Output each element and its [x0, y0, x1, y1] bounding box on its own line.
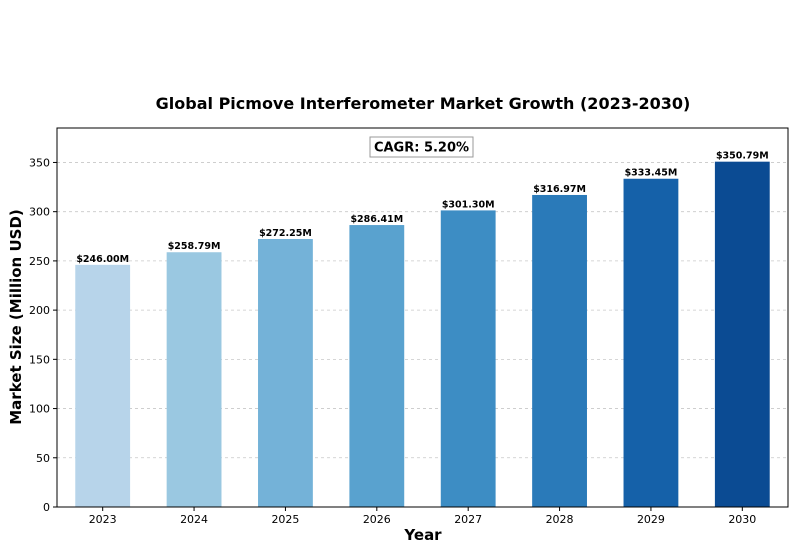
plot-area-frame [56, 127, 789, 508]
x-tick-label-2023: 2023 [89, 513, 117, 526]
y-tick-label: 200 [29, 304, 50, 317]
x-tick-label-2027: 2027 [454, 513, 482, 526]
y-tick-label: 250 [29, 255, 50, 268]
data-label-2023: $246.00M [76, 254, 129, 265]
y-tick-label: 0 [43, 501, 50, 514]
x-tick-label-2029: 2029 [637, 513, 665, 526]
bars [75, 161, 770, 508]
y-axis-label: Market Size (Million USD) [7, 209, 25, 425]
data-label-2024: $258.79M [168, 241, 221, 252]
bar-2023 [75, 264, 131, 507]
bar-2030 [714, 161, 770, 507]
bar-2024 [166, 252, 222, 507]
bar-2029 [623, 178, 679, 507]
x-axis-label: Year [403, 526, 442, 544]
y-tick-label: 100 [29, 403, 50, 416]
chart-title: Global Picmove Interferometer Market Gro… [156, 94, 691, 113]
x-tick-label-2030: 2030 [728, 513, 756, 526]
data-label-2027: $301.30M [442, 199, 495, 210]
x-tick-label-2026: 2026 [363, 513, 391, 526]
x-axis-ticks: 2023 2024 2025 2026 2027 2028 2029 2030 [89, 507, 756, 526]
bar-2025 [258, 238, 313, 507]
x-tick-label-2028: 2028 [546, 513, 574, 526]
cagr-box [369, 136, 474, 158]
data-label-2026: $286.41M [350, 214, 403, 225]
y-axis-ticks: 0 50 100 150 200 250 300 350 [29, 156, 57, 514]
data-labels: $246.00M $258.79M $272.25M $286.41M $301.30M… [76, 151, 768, 265]
y-tick-label: 300 [29, 206, 50, 219]
bar-2026 [349, 225, 405, 507]
bar-2028 [532, 194, 587, 507]
cagr-annotation: CAGR: 5.20% [369, 136, 474, 158]
data-label-2030: $350.79M [716, 151, 769, 162]
y-tick-label: 350 [29, 156, 50, 169]
bar-2027 [440, 210, 496, 508]
x-tick-label-2025: 2025 [271, 513, 299, 526]
x-tick-label-2024: 2024 [180, 513, 208, 526]
data-label-2028: $316.97M [533, 184, 586, 195]
data-label-2025: $272.25M [259, 228, 312, 239]
y-tick-label: 50 [36, 452, 50, 465]
y-tick-label: 150 [29, 353, 50, 366]
data-label-2029: $333.45M [625, 168, 678, 179]
cagr-text: CAGR: 5.20% [374, 141, 469, 156]
